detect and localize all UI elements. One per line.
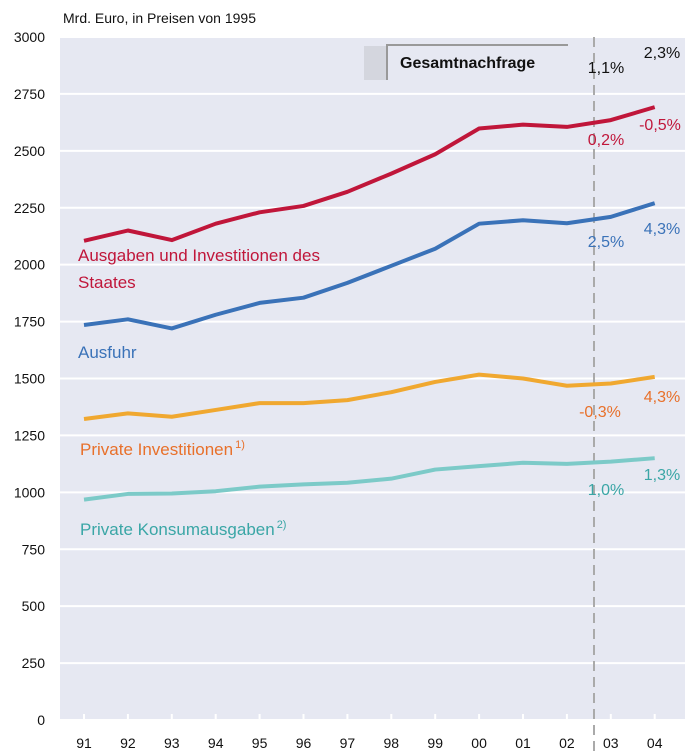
y-tick-label: 2250 [14,200,45,216]
change-label: -0,5% [639,117,681,134]
y-tick-label: 2000 [14,257,45,273]
x-tick-label: 91 [76,735,92,751]
series-name: Ausgaben und Investitionen des Staates [78,246,320,292]
x-tick-label: 00 [471,735,487,751]
series-label: Ausgaben und Investitionen des Staates [78,242,328,296]
y-tick-label: 0 [37,712,45,728]
series-label: Ausfuhr [78,339,278,366]
change-label: 1,3% [643,467,681,484]
series-line [83,201,656,331]
series-line [83,372,655,422]
total-box [364,46,387,80]
x-tick-label: 93 [164,735,180,751]
x-tick-label: 96 [296,735,312,751]
x-tick-label: 97 [340,735,356,751]
change-label: 4,3% [643,221,681,238]
change-label: 1,0% [587,482,625,499]
y-tick-label: 1250 [14,427,45,443]
x-tick-label: 92 [120,735,136,751]
y-tick-label: 3000 [14,29,45,45]
series-name: Private Investitionen [80,440,234,459]
x-tick-label: 95 [252,735,268,751]
series-line [83,105,656,243]
change-label: 4,3% [643,389,681,406]
x-tick-label: 94 [208,735,224,751]
y-tick-label: 500 [22,598,46,614]
y-tick-label: 1750 [14,314,45,330]
y-tick-label: 2500 [14,143,45,159]
x-tick-label: 03 [603,735,619,751]
y-tick-label: 250 [22,655,46,671]
series-name: Private Konsumausgaben [80,520,275,539]
series-label: Private Konsumausgaben 2) [80,512,380,543]
chart-title: Mrd. Euro, in Preisen von 1995 [63,10,256,26]
x-tick-label: 99 [427,735,443,751]
x-tick-label: 98 [384,735,400,751]
x-tick-label: 02 [559,735,575,751]
x-tick-label: 04 [647,735,663,751]
series-label: Private Investitionen 1) [80,432,380,463]
y-tick-label: 2750 [14,86,45,102]
change-label: 2,5% [587,234,625,251]
y-tick-label: 1500 [14,371,45,387]
footnote: 1) [235,439,245,451]
total-change-label: 2,3% [643,45,681,62]
total-bracket [386,44,568,80]
series-name: Ausfuhr [78,343,137,362]
total-change-label: 1,1% [587,60,625,77]
y-tick-label: 750 [22,541,46,557]
change-label: 0,2% [587,132,625,149]
footnote: 2) [276,519,287,531]
series-line [83,456,655,502]
y-tick-label: 1000 [14,484,45,500]
change-label: -0,3% [579,404,621,421]
x-tick-label: 01 [515,735,531,751]
total-label: Gesamtnachfrage [400,55,536,72]
